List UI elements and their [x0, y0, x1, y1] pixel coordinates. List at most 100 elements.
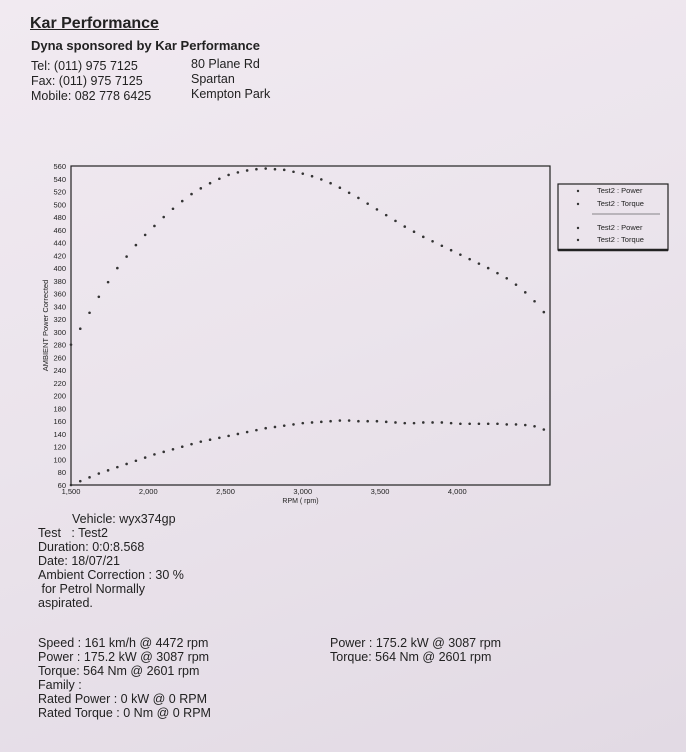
- y-tick-label: 540: [53, 175, 66, 184]
- x-tick-label: 2,500: [216, 487, 235, 496]
- y-tick-label: 380: [53, 277, 66, 286]
- data-point: [88, 311, 91, 315]
- y-tick-label: 320: [53, 315, 66, 324]
- data-point: [468, 257, 471, 261]
- results-summary: Speed : 161 km/h @ 4472 rpm Power : 175.…: [38, 636, 211, 720]
- data-point: [496, 271, 499, 275]
- y-tick-label: 80: [58, 468, 66, 477]
- y-tick-label: 300: [53, 328, 66, 337]
- y-tick-label: 260: [53, 353, 66, 362]
- data-point: [153, 453, 156, 456]
- legend-marker: [576, 189, 580, 193]
- company-tagline: Dyna sponsored by Kar Performance: [31, 38, 261, 53]
- result-power: Power : 175.2 kW @ 3087 rpm: [38, 650, 210, 664]
- data-point: [505, 423, 509, 426]
- data-point: [449, 421, 453, 425]
- aspiration: aspirated.: [38, 596, 93, 610]
- y-tick-label: 460: [53, 226, 66, 235]
- legend-label: Test2 : Power: [597, 186, 643, 195]
- data-point: [292, 170, 295, 174]
- address-city: Kempton Park: [191, 87, 271, 101]
- series-torque: [69, 167, 546, 346]
- data-point: [477, 262, 481, 265]
- x-axis-label: RPM ( rpm): [282, 498, 318, 505]
- result-rated-torque: Rated Torque : 0 Nm @ 0 RPM: [38, 706, 211, 720]
- data-point: [245, 169, 249, 172]
- y-tick-label: 560: [53, 162, 66, 171]
- data-point: [375, 208, 379, 211]
- legend-label: Test2 : Torque: [597, 235, 644, 244]
- data-point: [301, 421, 305, 425]
- y-axis-label: AMBIENT Power Corrected: [41, 280, 50, 372]
- data-point: [459, 422, 462, 426]
- data-point: [116, 465, 119, 469]
- data-point: [134, 243, 138, 247]
- data-point: [134, 459, 138, 463]
- data-point: [78, 479, 82, 483]
- data-point: [514, 423, 518, 426]
- data-point: [218, 177, 221, 181]
- data-point: [125, 255, 128, 258]
- legend-marker: [576, 226, 580, 230]
- result-family: Family :: [38, 678, 82, 692]
- data-point: [310, 421, 314, 424]
- data-point: [440, 421, 444, 424]
- test-name: Test : Test2: [38, 526, 108, 540]
- data-point: [153, 224, 156, 228]
- data-point: [264, 167, 267, 170]
- data-point: [542, 428, 546, 431]
- data-point: [477, 422, 481, 426]
- y-tick-label: 240: [53, 366, 66, 375]
- data-point: [533, 299, 536, 303]
- data-point: [523, 423, 527, 427]
- result-rated-power: Rated Power : 0 kW @ 0 RPM: [38, 692, 207, 706]
- y-tick-label: 440: [53, 239, 66, 248]
- data-point: [282, 168, 286, 172]
- y-tick-label: 480: [53, 213, 66, 222]
- y-tick-label: 280: [53, 341, 66, 350]
- legend-label: Test2 : Power: [597, 223, 643, 232]
- data-point: [125, 462, 128, 466]
- contact-phones: Tel: (011) 975 7125 Fax: (011) 975 7125 …: [31, 59, 151, 104]
- y-tick-label: 360: [53, 290, 66, 299]
- data-point: [106, 469, 110, 472]
- data-point: [431, 239, 434, 243]
- data-point: [421, 235, 425, 239]
- data-point: [347, 419, 351, 422]
- data-point: [106, 280, 110, 284]
- data-point: [449, 248, 453, 252]
- test-date: Date: 18/07/21: [38, 554, 121, 568]
- vehicle-id: Vehicle: wyx374gp: [72, 512, 176, 526]
- data-point: [468, 422, 471, 426]
- data-point: [236, 171, 240, 174]
- data-point: [199, 187, 203, 190]
- data-point: [97, 472, 101, 475]
- y-tick-label: 400: [53, 264, 66, 273]
- data-point: [208, 438, 212, 442]
- data-point: [78, 327, 82, 330]
- data-point: [459, 253, 462, 256]
- legend: Test2 : Power Test2 : Torque Test2 : Power…: [557, 183, 669, 252]
- y-tick-label: 140: [53, 430, 66, 439]
- y-tick-label: 340: [53, 302, 66, 311]
- data-point: [69, 483, 73, 487]
- legend-marker: [576, 202, 580, 206]
- data-point: [505, 276, 509, 280]
- data-point: [403, 421, 407, 425]
- data-point: [523, 291, 527, 294]
- data-point: [97, 295, 101, 299]
- data-point: [180, 445, 184, 449]
- data-point: [421, 421, 425, 424]
- data-point: [199, 440, 203, 443]
- data-point: [171, 447, 175, 451]
- y-tick-label: 160: [53, 417, 66, 426]
- y-tick-label: 180: [53, 404, 66, 413]
- y-tick-label: 220: [53, 379, 66, 388]
- data-point: [162, 215, 166, 219]
- peak-torque: Torque: 564 Nm @ 2601 rpm: [330, 650, 492, 664]
- data-point: [357, 419, 360, 423]
- y-tick-label: 420: [53, 251, 66, 260]
- x-tick-label: 2,000: [139, 487, 158, 496]
- data-point: [320, 420, 323, 424]
